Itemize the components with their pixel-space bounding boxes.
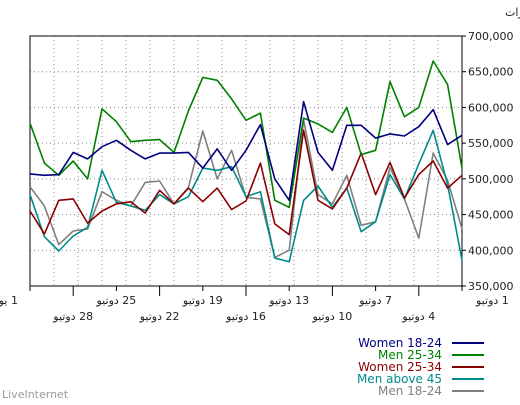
- series-line-men-25-34: [29, 60, 463, 209]
- legend-label: Women 25-34: [358, 360, 442, 374]
- x-tick-label: 16 دوتيو: [225, 310, 266, 323]
- x-tick-label: 1 يوليو: [0, 294, 18, 307]
- legend-label: Women 18-24: [358, 336, 442, 350]
- y-tick-label: 350,000: [468, 280, 514, 293]
- series-line-women-25-34: [29, 129, 463, 236]
- x-tick-label: 10 دوتيو: [312, 310, 353, 323]
- x-tick-label: 25 دوتيو: [96, 294, 137, 307]
- y-tick-label: 450,000: [468, 209, 514, 222]
- x-tick-label: 7 دوتيو: [358, 294, 392, 307]
- x-tick-label: 28 دوتيو: [52, 310, 93, 323]
- x-tick-label: 19 دوتيو: [182, 294, 223, 307]
- y-tick-label: 400,000: [468, 244, 514, 257]
- series-lines: [29, 60, 463, 263]
- x-tick-label: 4 دوتيو: [401, 310, 435, 323]
- y-tick-label: 550,000: [468, 137, 514, 150]
- series-line-women-18-24: [29, 100, 463, 202]
- y-tick-label: 650,000: [468, 66, 514, 79]
- brand-label: LiveInternet: [2, 388, 69, 401]
- legend-label: Men 25-34: [378, 348, 442, 362]
- legend-label: Men above 45: [357, 372, 442, 386]
- y-tick-label: 600,000: [468, 101, 514, 114]
- x-tick-label: 1 دوتيو: [475, 294, 509, 307]
- x-tick-label: 22 دوتيو: [139, 310, 180, 323]
- legend-label: Men 18-24: [378, 384, 442, 398]
- y-axis-ticks: 350,000 400,000 450,000 500,000 550,000 600,0…: [462, 30, 514, 293]
- x-tick-label: 13 دوتيو: [268, 294, 309, 307]
- y-tick-label: 700,000: [468, 30, 514, 43]
- y-axis-label: المرات: [505, 6, 520, 19]
- y-tick-label: 500,000: [468, 173, 514, 186]
- series-line-men-above-45: [29, 129, 463, 263]
